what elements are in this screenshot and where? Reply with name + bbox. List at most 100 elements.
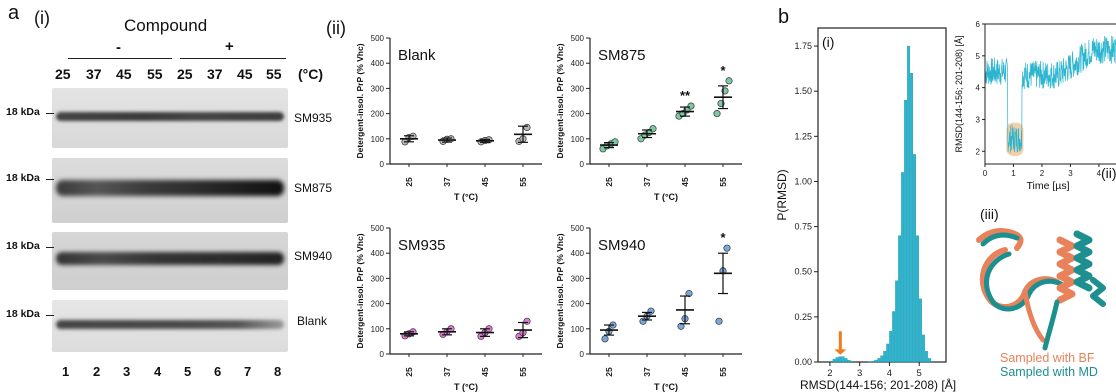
y-tick-label: 100 xyxy=(371,135,385,144)
rmsd-time-series xyxy=(984,35,1116,153)
y-tick-label: 4 xyxy=(976,84,981,93)
x-tick-label: 45 xyxy=(680,367,690,377)
significance-marker: * xyxy=(720,230,726,245)
data-point xyxy=(647,307,655,315)
blot-sm935 xyxy=(52,88,288,148)
temp-label: 25 xyxy=(55,66,71,82)
x-tick-label: 25 xyxy=(404,367,414,377)
histogram-bar xyxy=(829,360,833,363)
chart-title: Blank xyxy=(398,47,436,64)
blot-label: Blank xyxy=(297,314,328,328)
x-tick-label: 37 xyxy=(442,177,452,187)
histogram-bar xyxy=(886,343,890,363)
kda-marker: 18 kDa xyxy=(6,106,40,118)
histogram-bar xyxy=(889,331,893,363)
y-tick-label: 200 xyxy=(371,110,385,119)
temp-label: 45 xyxy=(116,66,132,82)
lane-number: 5 xyxy=(184,364,192,379)
y-axis-label: P(RMSD) xyxy=(775,169,789,220)
compound-label: Compound xyxy=(124,16,208,35)
x-tick-label: 0 xyxy=(983,169,988,178)
blot-sm940 xyxy=(52,232,288,290)
y-tick-label: 500 xyxy=(371,224,385,233)
minus-bracket xyxy=(68,58,172,59)
y-tick-label: 400 xyxy=(371,59,385,68)
histogram-bar xyxy=(838,356,842,363)
panel-letter-a: a xyxy=(8,2,20,24)
y-tick-label: 300 xyxy=(371,274,385,283)
x-tick-label: 2 xyxy=(1040,169,1045,178)
kda-marker: 18 kDa xyxy=(6,308,40,320)
y-tick-label: 500 xyxy=(571,224,585,233)
blot-label: SM940 xyxy=(294,249,333,263)
x-axis-label: T (°C) xyxy=(654,192,678,202)
histogram-bar xyxy=(927,358,931,363)
data-point xyxy=(649,125,657,133)
histogram-bar xyxy=(835,357,839,363)
y-tick-label: 1.75 xyxy=(794,41,812,51)
histogram-frame xyxy=(817,27,947,363)
y-tick-label: 0 xyxy=(580,350,585,359)
y-tick-label: 0.25 xyxy=(794,312,812,322)
histogram-bar xyxy=(919,298,922,363)
temp-label: 55 xyxy=(266,66,282,82)
panel-a-sub-ii: (ii) xyxy=(326,18,346,38)
data-point xyxy=(611,138,619,146)
data-point xyxy=(713,110,721,118)
kda-marker: 18 kDa xyxy=(6,172,40,184)
x-tick-label: 4 xyxy=(1097,169,1102,178)
x-tick-label: 2 xyxy=(827,368,832,379)
x-tick-label: 55 xyxy=(718,367,728,377)
plus-sign: + xyxy=(225,38,234,55)
histogram-bar xyxy=(844,358,848,363)
y-tick-label: 400 xyxy=(371,249,385,258)
x-tick-label: 45 xyxy=(480,367,490,377)
y-tick-label: 1.00 xyxy=(794,176,812,186)
lane-number: 2 xyxy=(93,364,101,379)
y-tick-label: 0 xyxy=(580,160,585,169)
histogram-bar xyxy=(847,360,851,363)
y-tick-label: 200 xyxy=(571,110,585,119)
temp-label: 25 xyxy=(177,66,193,82)
lane-number: 7 xyxy=(244,364,252,379)
panel-b-sub-iii: (iii) xyxy=(980,206,999,222)
lane-number: 3 xyxy=(123,364,131,379)
histogram-bar xyxy=(930,360,934,363)
lane-number: 1 xyxy=(62,364,70,379)
histogram-bar xyxy=(883,351,887,363)
histogram-bar xyxy=(871,360,875,363)
y-tick-label: 0 xyxy=(380,350,385,359)
significance-marker: * xyxy=(720,63,726,78)
x-axis-label: T (°C) xyxy=(454,382,478,392)
data-point xyxy=(685,289,693,298)
histogram-bar xyxy=(877,358,881,363)
orange-arrow-head xyxy=(834,349,847,355)
y-axis-label: Detergent-insol. PrP (% Vhc) xyxy=(355,43,365,158)
lane-number: 6 xyxy=(214,364,222,379)
temp-label: 55 xyxy=(147,66,163,82)
blot-sm875 xyxy=(52,158,288,223)
temp-label: 37 xyxy=(86,66,102,82)
x-tick-label: 25 xyxy=(404,177,414,187)
kda-marker: 18 kDa xyxy=(6,240,40,252)
histogram-bar xyxy=(907,45,911,363)
histogram-bar xyxy=(913,154,916,363)
data-point xyxy=(723,244,731,252)
kda-tick xyxy=(46,113,54,114)
data-point xyxy=(687,102,695,110)
data-point xyxy=(715,317,723,325)
y-tick-label: 0.00 xyxy=(794,357,812,367)
data-point xyxy=(677,322,685,330)
x-tick-label: 25 xyxy=(604,177,614,187)
lane-number: 4 xyxy=(154,364,162,379)
histogram-bar xyxy=(922,334,925,363)
x-tick-label: 55 xyxy=(518,177,528,187)
y-tick-label: 0.50 xyxy=(794,267,812,277)
y-tick-label: 300 xyxy=(371,84,385,93)
x-axis-label: Time [µs] xyxy=(1027,180,1070,192)
histogram-bar xyxy=(880,355,884,363)
x-axis-label: RMSD(144-156; 201-208) [Å] xyxy=(800,377,956,392)
temp-unit: (°C) xyxy=(298,66,324,82)
minus-sign: - xyxy=(116,39,121,56)
